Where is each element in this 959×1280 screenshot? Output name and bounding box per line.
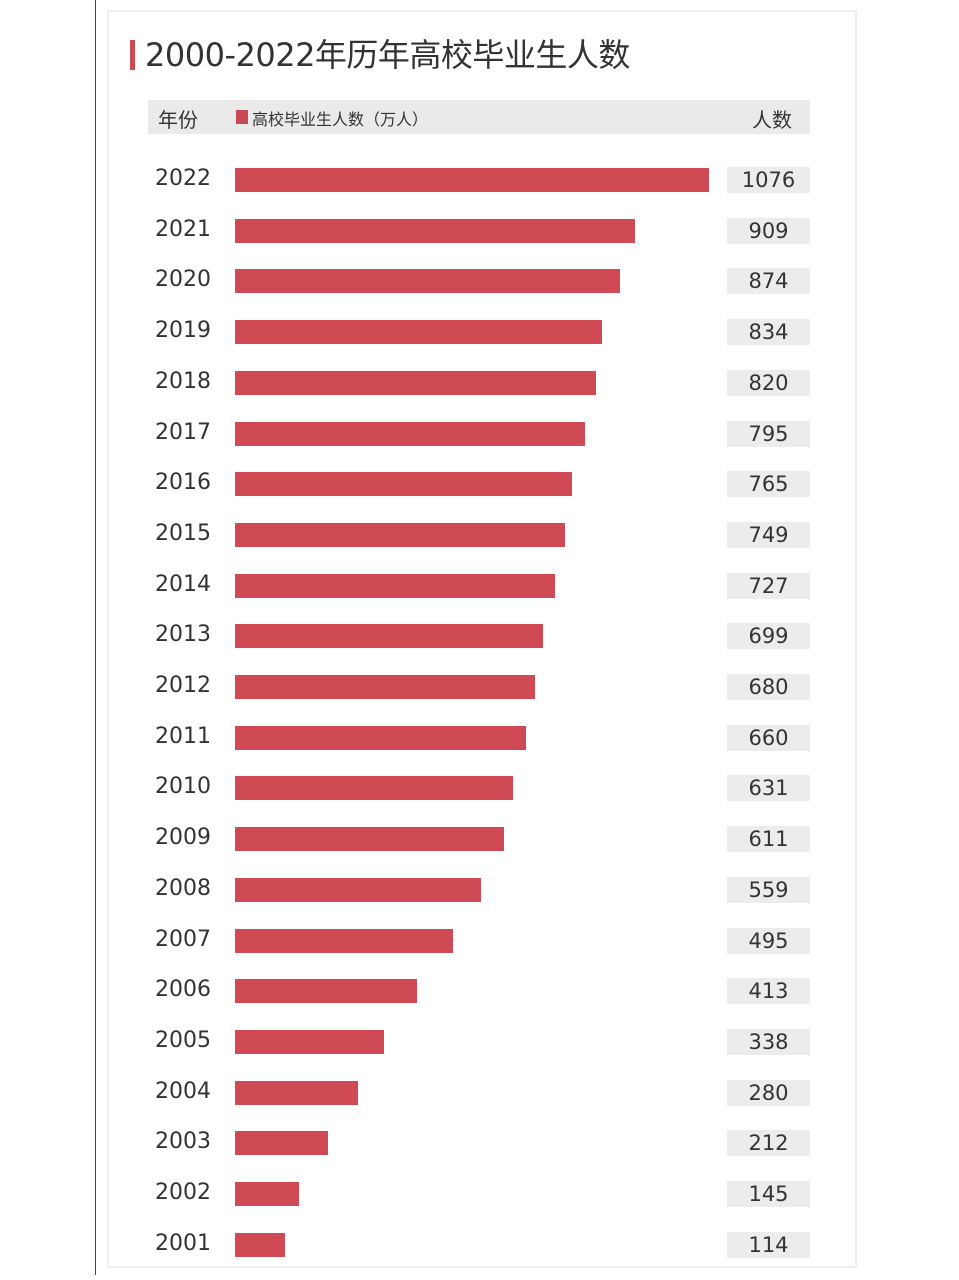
bar-2005 — [235, 1029, 384, 1054]
value-label: 559 — [727, 876, 810, 903]
chart-title: 2000-2022年历年高校毕业生人数 — [145, 36, 630, 74]
frame-border — [95, 0, 96, 1275]
bar-2008 — [235, 877, 482, 902]
value-label: 680 — [727, 674, 810, 700]
value-label: 611 — [727, 826, 810, 853]
year-label: 2015 — [155, 520, 211, 546]
year-column-header: 年份 — [158, 108, 198, 132]
bar-2007 — [235, 928, 454, 953]
bar-2011 — [235, 725, 526, 750]
value-label: 145 — [727, 1181, 810, 1207]
value-label: 212 — [727, 1130, 810, 1157]
year-label: 2019 — [155, 318, 211, 344]
year-label: 2007 — [155, 926, 211, 952]
value-label: 660 — [727, 724, 810, 751]
legend-label: 高校毕业生人数（万人） — [252, 110, 429, 129]
bar-2015 — [235, 522, 565, 547]
year-label: 2020 — [155, 267, 211, 293]
value-label: 495 — [727, 927, 810, 954]
value-label: 413 — [727, 978, 810, 1005]
year-label: 2006 — [155, 977, 211, 1003]
value-label: 1076 — [727, 167, 810, 193]
bar-2009 — [235, 827, 505, 852]
year-label: 2014 — [155, 571, 211, 597]
value-label: 820 — [727, 369, 810, 396]
value-label: 114 — [727, 1231, 810, 1258]
value-label: 699 — [727, 623, 810, 650]
value-label: 765 — [727, 471, 810, 498]
bar-2018 — [235, 370, 597, 395]
bar-2002 — [235, 1182, 299, 1206]
bar-2006 — [235, 979, 417, 1004]
year-label: 2013 — [155, 622, 211, 648]
value-label: 795 — [727, 420, 810, 447]
value-label: 749 — [727, 521, 810, 548]
legend-swatch — [236, 110, 248, 124]
bar-2014 — [235, 573, 556, 598]
year-label: 2005 — [155, 1027, 211, 1053]
value-label: 727 — [727, 572, 810, 599]
year-label: 2009 — [155, 825, 211, 851]
bar-2019 — [235, 320, 603, 345]
value-label: 909 — [727, 217, 810, 244]
value-label: 631 — [727, 775, 810, 802]
bar-2001 — [235, 1232, 286, 1257]
bar-2021 — [235, 218, 636, 243]
bar-2017 — [235, 421, 586, 446]
bar-2020 — [235, 269, 620, 294]
year-label: 2022 — [155, 166, 211, 191]
value-label: 874 — [727, 268, 810, 295]
year-label: 2016 — [155, 470, 211, 496]
bar-2004 — [235, 1080, 359, 1105]
year-label: 2021 — [155, 216, 211, 242]
year-label: 2008 — [155, 875, 211, 901]
bar-2012 — [235, 675, 535, 699]
bar-2003 — [235, 1131, 329, 1156]
year-label: 2018 — [155, 368, 211, 394]
bar-2022 — [235, 168, 709, 192]
value-label: 834 — [727, 319, 810, 346]
year-label: 2012 — [155, 673, 211, 698]
table-header: 年份 高校毕业生人数（万人） 人数 — [148, 100, 810, 134]
year-label: 2004 — [155, 1078, 211, 1104]
year-label: 2002 — [155, 1180, 211, 1205]
value-label: 338 — [727, 1028, 810, 1055]
year-label: 2001 — [155, 1230, 211, 1256]
year-label: 2011 — [155, 723, 211, 749]
year-label: 2017 — [155, 419, 211, 445]
bar-2013 — [235, 624, 543, 649]
value-label: 280 — [727, 1079, 810, 1106]
bar-2010 — [235, 776, 513, 801]
year-label: 2010 — [155, 774, 211, 800]
title-accent-mark — [130, 40, 135, 70]
bar-2016 — [235, 472, 572, 497]
count-column-header: 人数 — [752, 108, 792, 132]
year-label: 2003 — [155, 1129, 211, 1155]
